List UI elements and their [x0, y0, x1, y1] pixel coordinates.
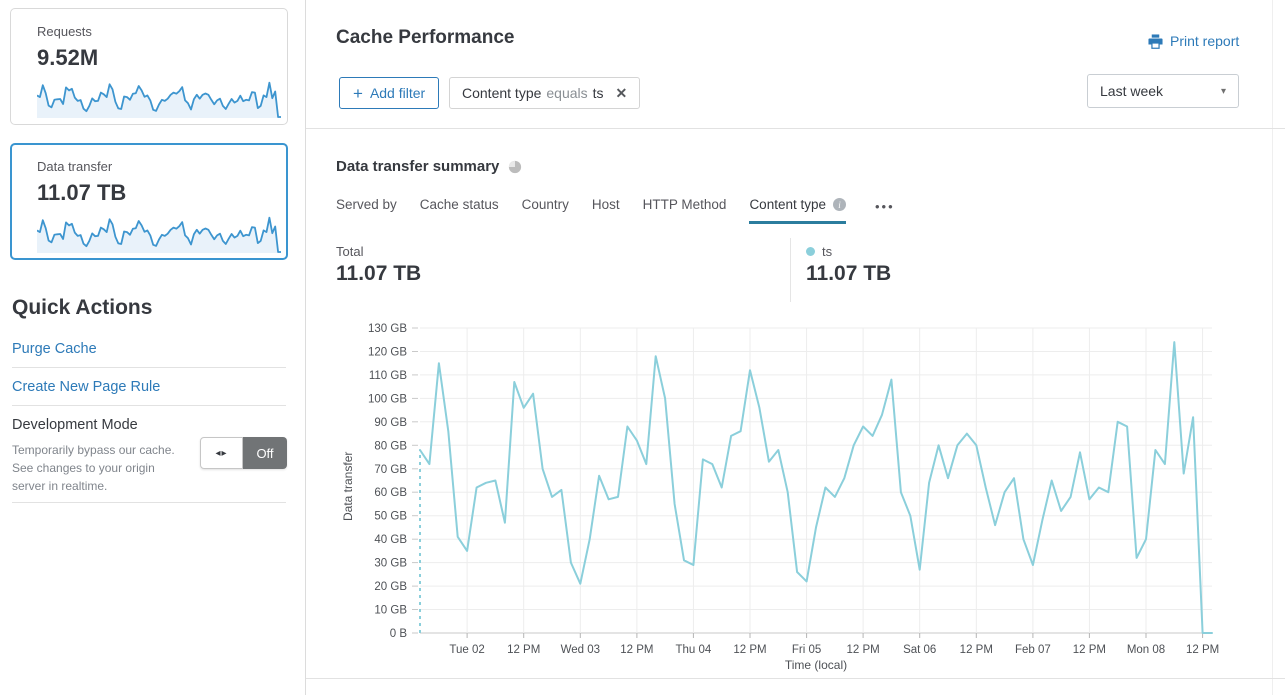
- create-page-rule-link[interactable]: Create New Page Rule: [12, 379, 161, 395]
- svg-text:130 GB: 130 GB: [368, 323, 407, 335]
- y-axis-title: Data transfer: [341, 451, 355, 521]
- development-mode-label: Development Mode: [12, 417, 138, 433]
- divider: [306, 128, 1285, 129]
- tab-label: HTTP Method: [642, 197, 727, 212]
- svg-text:12 PM: 12 PM: [846, 644, 879, 656]
- svg-text:Tue 02: Tue 02: [449, 644, 484, 656]
- svg-text:90 GB: 90 GB: [374, 417, 407, 429]
- data-transfer-sparkline-chart: [37, 216, 281, 253]
- requests-metric-card[interactable]: Requests 9.52M: [10, 8, 288, 125]
- x-axis-title: Time (local): [784, 658, 848, 672]
- svg-text:12 PM: 12 PM: [733, 644, 766, 656]
- time-range-selected-value: Last week: [1100, 83, 1164, 99]
- svg-text:100 GB: 100 GB: [368, 393, 407, 405]
- tab-host[interactable]: Host: [592, 197, 620, 221]
- svg-text:12 PM: 12 PM: [1186, 644, 1219, 656]
- add-filter-button[interactable]: + Add filter: [339, 77, 440, 109]
- svg-text:10 GB: 10 GB: [374, 605, 407, 617]
- svg-text:12 PM: 12 PM: [960, 644, 993, 656]
- filter-chip-value: ts: [592, 85, 604, 101]
- tab-content-type[interactable]: Content type i: [749, 197, 846, 224]
- divider: [12, 367, 286, 368]
- svg-text:12 PM: 12 PM: [620, 644, 653, 656]
- quick-actions-heading: Quick Actions: [12, 296, 153, 319]
- print-report-link[interactable]: Print report: [1148, 33, 1239, 49]
- summary-dimension-tabs: Served by Cache status Country Host HTTP Met…: [336, 197, 895, 224]
- svg-text:Sat 06: Sat 06: [903, 644, 936, 656]
- filter-chip-field: Content type: [462, 85, 542, 101]
- svg-text:70 GB: 70 GB: [374, 464, 407, 476]
- purge-cache-link[interactable]: Purge Cache: [12, 341, 97, 357]
- svg-text:120 GB: 120 GB: [368, 347, 407, 359]
- total-value: 11.07 TB: [336, 262, 422, 285]
- toggle-state-label: Off: [243, 437, 287, 469]
- sidebar-main-divider: [305, 0, 306, 695]
- svg-text:60 GB: 60 GB: [374, 487, 407, 499]
- legend-series-name: ts: [822, 244, 833, 259]
- sidebar: Requests 9.52M Data transfer 11.07 TB Qu…: [0, 0, 305, 695]
- total-label: Total: [336, 244, 364, 259]
- svg-text:40 GB: 40 GB: [374, 534, 407, 546]
- requests-card-value: 9.52M: [37, 45, 99, 70]
- printer-icon: [1148, 33, 1163, 49]
- add-filter-label: Add filter: [369, 85, 426, 101]
- requests-card-label: Requests: [37, 24, 92, 39]
- tab-country[interactable]: Country: [522, 197, 569, 221]
- toggle-knob-arrows-icon[interactable]: ◂▸: [200, 437, 243, 469]
- divider: [12, 502, 286, 503]
- legend-dot-icon: [806, 247, 815, 256]
- summary-title: Data transfer summary: [336, 158, 500, 175]
- filter-chip-operator: equals: [546, 85, 588, 101]
- development-mode-toggle[interactable]: ◂▸ Off: [200, 437, 287, 469]
- tab-http-method[interactable]: HTTP Method: [643, 197, 727, 221]
- svg-text:Fri 05: Fri 05: [792, 644, 821, 656]
- svg-text:0 B: 0 B: [390, 628, 408, 640]
- svg-text:20 GB: 20 GB: [374, 581, 407, 593]
- filter-chip-content-type[interactable]: Content type equals ts ✕: [449, 77, 641, 109]
- data-transfer-metric-card[interactable]: Data transfer 11.07 TB: [10, 143, 288, 260]
- development-mode-description: Temporarily bypass our cache. See change…: [12, 443, 175, 493]
- svg-text:110 GB: 110 GB: [369, 370, 407, 382]
- print-report-label: Print report: [1170, 33, 1240, 49]
- tab-served-by[interactable]: Served by: [336, 197, 397, 221]
- pie-timer-icon: [509, 160, 522, 173]
- tab-label: Host: [591, 197, 620, 212]
- divider: [306, 678, 1285, 679]
- divider: [790, 238, 791, 302]
- svg-text:Wed 03: Wed 03: [561, 644, 600, 656]
- svg-text:12 PM: 12 PM: [507, 644, 540, 656]
- tabs-overflow-ellipsis[interactable]: •••: [875, 199, 895, 214]
- filter-chip-close-icon[interactable]: ✕: [615, 84, 628, 101]
- tab-cache-status[interactable]: Cache status: [420, 197, 499, 221]
- svg-text:12 PM: 12 PM: [1073, 644, 1106, 656]
- data-transfer-card-value: 11.07 TB: [37, 180, 127, 205]
- page-title: Cache Performance: [336, 27, 515, 48]
- tab-label: Content type: [749, 197, 826, 212]
- data-transfer-card-label: Data transfer: [37, 159, 113, 174]
- plus-icon: +: [353, 83, 363, 103]
- time-range-select[interactable]: Last week ▾: [1087, 74, 1239, 108]
- requests-sparkline-chart: [37, 81, 281, 118]
- svg-text:Thu 04: Thu 04: [675, 644, 711, 656]
- right-edge-border: [1272, 0, 1273, 695]
- legend-series-value: 11.07 TB: [806, 262, 892, 285]
- svg-text:50 GB: 50 GB: [374, 511, 407, 523]
- svg-text:Mon 08: Mon 08: [1127, 644, 1165, 656]
- svg-text:30 GB: 30 GB: [374, 558, 407, 570]
- tab-label: Country: [521, 197, 569, 212]
- svg-text:80 GB: 80 GB: [374, 440, 407, 452]
- info-icon[interactable]: i: [833, 198, 846, 211]
- data-transfer-line-chart[interactable]: 0 B 10 GB 20 GB 30 GB 40 GB 50 GB 60 GB 70 GB 80…: [335, 316, 1240, 676]
- legend-ts: ts: [806, 244, 832, 259]
- svg-text:Feb 07: Feb 07: [1015, 644, 1051, 656]
- tab-label: Cache status: [419, 197, 499, 212]
- tab-label: Served by: [336, 197, 397, 212]
- divider: [12, 405, 286, 406]
- chevron-down-icon: ▾: [1220, 85, 1226, 97]
